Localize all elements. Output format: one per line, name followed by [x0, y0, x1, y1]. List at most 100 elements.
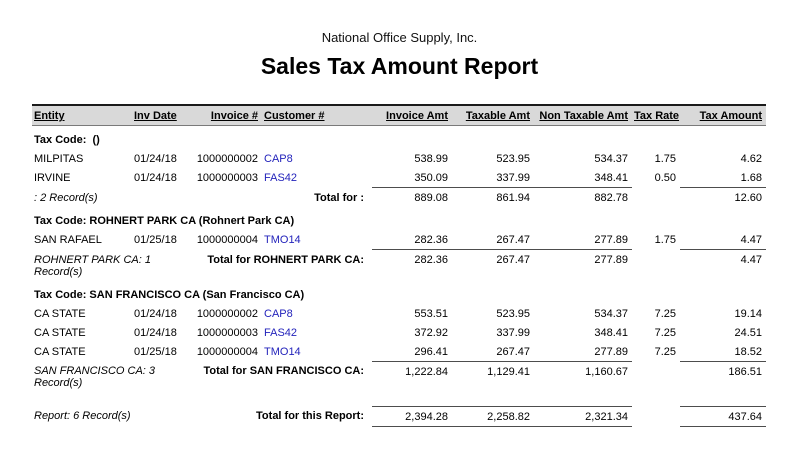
- group-total-tax-amount: 4.47: [680, 249, 766, 281]
- cell-invoice-no: 1000000002: [196, 307, 258, 320]
- customer-link[interactable]: TMO14: [264, 234, 301, 246]
- column-header-invoice-amt: Invoice Amt: [386, 110, 448, 122]
- cell-invoice-amt: 296.41: [414, 345, 448, 358]
- report-total-non-taxable-amt: 2,321.34: [534, 405, 632, 427]
- cell-entity: IRVINE: [34, 172, 71, 184]
- cell-entity: CA STATE: [34, 326, 86, 339]
- spacer-row: [32, 392, 766, 406]
- group-header-label: Tax Code: SAN FRANCISCO CA (San Francisc…: [34, 288, 305, 301]
- customer-link[interactable]: FAS42: [264, 326, 298, 339]
- group-header-row: Tax Code: SAN FRANCISCO CA (San Francisc…: [32, 281, 766, 304]
- cell-non-taxable-amt: 534.37: [594, 153, 628, 165]
- cell-inv-date: 01/25/18: [134, 345, 177, 358]
- cell-inv-date: 01/24/18: [134, 153, 177, 165]
- group-total-invoice-amt: 889.08: [372, 187, 452, 207]
- cell-customer-no: TMO14: [262, 342, 372, 362]
- group-total-tax-rate-empty: [632, 188, 680, 208]
- cell-taxable-amt: 523.95: [496, 153, 530, 165]
- cell-invoice-no: 1000000004: [196, 345, 258, 358]
- group-total-taxable-amt: 267.47: [452, 249, 534, 281]
- column-header-invoice-no: Invoice #: [210, 110, 258, 122]
- report-total-invoice-amt: 2,394.28: [372, 405, 452, 427]
- cell-non-taxable-amt: 277.89: [594, 345, 628, 358]
- column-header-taxable-amt: Taxable Amt: [465, 110, 530, 122]
- cell-entity: CA STATE: [34, 307, 86, 320]
- cell-tax-rate: 0.50: [654, 172, 676, 184]
- group-record-count: SAN FRANCISCO CA: 3 Record(s): [34, 365, 156, 389]
- cell-invoice-amt: 282.36: [414, 234, 448, 246]
- table-row: IRVINE 01/24/18 1000000003 FAS42 350.09 …: [32, 168, 766, 188]
- cell-inv-date: 01/24/18: [134, 172, 177, 184]
- cell-customer-no: CAP8: [262, 149, 372, 168]
- group-header-label: Tax Code: (): [34, 134, 100, 146]
- cell-customer-no: TMO14: [262, 230, 372, 250]
- cell-invoice-amt: 350.09: [414, 172, 448, 184]
- cell-invoice-no: 1000000003: [196, 172, 258, 184]
- cell-non-taxable-amt: 534.37: [594, 307, 628, 320]
- cell-customer-no: FAS42: [262, 323, 372, 342]
- group-total-invoice-amt: 1,222.84: [372, 360, 452, 392]
- table-header-row: Entity Inv Date Invoice # Customer # Inv…: [32, 105, 766, 126]
- group-header-row: Tax Code: ROHNERT PARK CA (Rohnert Park …: [32, 207, 766, 230]
- report-total-label: Total for this Report:: [256, 410, 364, 422]
- cell-invoice-amt: 553.51: [414, 307, 448, 320]
- table-row: SAN RAFAEL 01/25/18 1000000004 TMO14 282…: [32, 230, 766, 250]
- group-header-row: Tax Code: (): [32, 126, 766, 150]
- customer-link[interactable]: CAP8: [264, 307, 293, 320]
- group-total-label: Total for ROHNERT PARK CA:: [207, 253, 364, 266]
- report-table: Entity Inv Date Invoice # Customer # Inv…: [32, 104, 766, 427]
- cell-taxable-amt: 267.47: [496, 345, 530, 358]
- group-record-count: ROHNERT PARK CA: 1 Record(s): [34, 253, 151, 278]
- cell-tax-rate: 7.25: [654, 307, 676, 320]
- group-total-invoice-amt: 282.36: [372, 249, 452, 281]
- cell-taxable-amt: 337.99: [496, 326, 530, 339]
- cell-taxable-amt: 523.95: [496, 307, 530, 320]
- cell-invoice-no: 1000000004: [196, 234, 258, 246]
- cell-tax-amount: 4.62: [740, 153, 762, 165]
- customer-link[interactable]: CAP8: [264, 153, 293, 165]
- column-header-non-taxable-amt: Non Taxable Amt: [539, 110, 628, 122]
- cell-inv-date: 01/25/18: [134, 234, 177, 246]
- column-header-entity: Entity: [34, 110, 65, 122]
- cell-entity: SAN RAFAEL: [34, 234, 102, 246]
- report-summary-row: Report: 6 Record(s) Total for this Repor…: [32, 405, 766, 427]
- cell-invoice-amt: 538.99: [414, 153, 448, 165]
- cell-invoice-no: 1000000002: [196, 153, 258, 165]
- column-header-tax-amount: Tax Amount: [699, 110, 762, 122]
- cell-customer-no: FAS42: [262, 168, 372, 188]
- cell-entity: CA STATE: [34, 345, 86, 358]
- group-total-taxable-amt: 1,129.41: [452, 360, 534, 392]
- group-total-non-taxable-amt: 882.78: [534, 187, 632, 207]
- cell-customer-no: CAP8: [262, 304, 372, 323]
- cell-tax-rate: 1.75: [654, 153, 676, 165]
- group-total-non-taxable-amt: 277.89: [534, 249, 632, 281]
- cell-inv-date: 01/24/18: [134, 307, 177, 320]
- cell-non-taxable-amt: 277.89: [594, 234, 628, 246]
- group-summary-row: SAN FRANCISCO CA: 3 Record(s) Total for …: [32, 360, 766, 392]
- cell-tax-amount: 19.14: [734, 307, 762, 320]
- column-header-customer-no: Customer #: [264, 110, 325, 122]
- column-header-inv-date: Inv Date: [134, 110, 177, 122]
- group-total-taxable-amt: 861.94: [452, 187, 534, 207]
- report-record-count: Report: 6 Record(s): [34, 410, 131, 422]
- customer-link[interactable]: TMO14: [264, 345, 301, 358]
- report-title: Sales Tax Amount Report: [260, 53, 539, 79]
- table-row: CA STATE 01/25/18 1000000004 TMO14 296.4…: [32, 342, 766, 362]
- table-row: CA STATE 01/24/18 1000000002 CAP8 553.51…: [32, 304, 766, 323]
- company-name: National Office Supply, Inc.: [321, 30, 478, 45]
- report-total-taxable-amt: 2,258.82: [452, 405, 534, 427]
- cell-tax-rate: 1.75: [654, 234, 676, 246]
- group-total-tax-rate-empty: [632, 361, 680, 392]
- column-header-tax-rate: Tax Rate: [634, 110, 680, 122]
- cell-inv-date: 01/24/18: [134, 326, 177, 339]
- group-summary-row: : 2 Record(s) Total for : 889.08 861.94 …: [32, 187, 766, 208]
- cell-taxable-amt: 267.47: [496, 234, 530, 246]
- cell-tax-amount: 1.68: [740, 172, 762, 184]
- customer-link[interactable]: FAS42: [264, 172, 298, 184]
- group-summary-row: ROHNERT PARK CA: 1 Record(s) Total for R…: [32, 249, 766, 281]
- report-total-tax-rate-empty: [632, 406, 680, 426]
- group-total-label: Total for SAN FRANCISCO CA:: [203, 365, 364, 377]
- group-record-count: : 2 Record(s): [34, 191, 98, 204]
- cell-invoice-no: 1000000003: [196, 326, 258, 339]
